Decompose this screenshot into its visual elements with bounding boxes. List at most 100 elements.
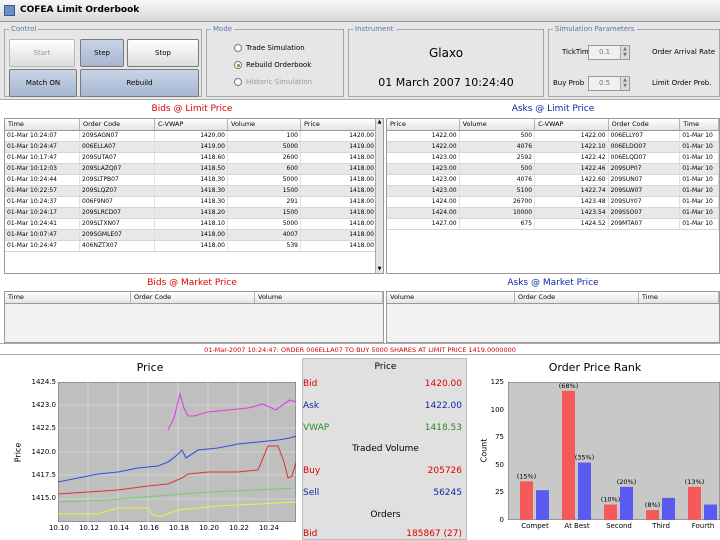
rank-bar [520, 481, 533, 520]
col-order-code[interactable]: Order Code [131, 292, 255, 303]
table-cell: 1418.00 [301, 197, 377, 207]
col-price[interactable]: Price [301, 119, 377, 130]
table-cell: 01-Mar 10:24:17 [5, 208, 80, 218]
col-volume[interactable]: Volume [460, 119, 536, 130]
stats-price-title: Price [374, 362, 397, 372]
ticktime-value: 0.1 [599, 48, 611, 56]
table-cell: 1418.30 [155, 197, 228, 207]
spinner-arrows-icon: ▲ ▼ [620, 77, 629, 90]
table-cell: 01-Mar 10 [680, 208, 719, 218]
table-row[interactable]: 1422.00 4076 1422.10 006ELDO07 01-Mar 10 [387, 142, 719, 153]
col-time[interactable]: Time [680, 119, 719, 130]
table-cell: 01-Mar 10:24:47 [5, 241, 80, 251]
col-cvwap[interactable]: C-VWAP [535, 119, 609, 130]
col-volume[interactable]: Volume [387, 292, 515, 303]
table-cell: 1427.00 [387, 219, 460, 229]
col-order-code[interactable]: Order Code [609, 119, 681, 130]
col-volume[interactable]: Volume [255, 292, 383, 303]
bids-scrollbar[interactable]: ▲ ▼ [375, 119, 383, 273]
mode-rebuild-radio[interactable]: Rebuild Orderbook [234, 61, 311, 69]
scroll-down-icon[interactable]: ▼ [377, 266, 382, 272]
asks-limit-title: Asks @ Limit Price [511, 104, 595, 114]
table-cell: 01-Mar 10 [680, 153, 719, 163]
table-cell: 209SLW07 [609, 186, 681, 196]
table-row[interactable]: 01-Mar 10:24:47 006ELLA07 1419.00 5000 1419.… [5, 142, 383, 153]
table-row[interactable]: 01-Mar 10:24:41 209SLTXN07 1418.10 5000 1418… [5, 219, 383, 230]
table-row[interactable]: 01-Mar 10:24:17 209SLRCD07 1418.20 1500 1418… [5, 208, 383, 219]
tick-label: 10.20 [198, 524, 220, 532]
table-cell: 1422.00 [535, 131, 609, 141]
asks-limit-rows: 1422.00 500 1422.00 006ELLY07 01-Mar 10 1422.… [387, 131, 719, 230]
asks-market-table[interactable]: Volume Order Code Time [386, 291, 720, 343]
step-button[interactable]: Step [80, 39, 124, 67]
table-row[interactable]: 1424.00 10000 1423.54 209SSO07 01-Mar 10 [387, 208, 719, 219]
col-time[interactable]: Time [5, 119, 80, 130]
asks-limit-table[interactable]: Price Volume C-VWAP Order Code Time 1422… [386, 118, 720, 274]
radio-trade-icon [234, 44, 242, 52]
table-row[interactable]: 1423.00 500 1422.46 209SUP07 01-Mar 10 [387, 164, 719, 175]
table-cell: 2592 [460, 153, 536, 163]
table-cell: 5000 [228, 219, 301, 229]
instrument-datetime: 01 March 2007 10:24:40 [378, 76, 514, 89]
table-cell: 1418.00 [301, 241, 377, 251]
table-row[interactable]: 1423.00 5100 1422.74 209SLW07 01-Mar 10 [387, 186, 719, 197]
table-cell: 01-Mar 10 [680, 186, 719, 196]
stats-panel: Price Bid 1420.00 Ask 1422.00 VWAP 1418.… [302, 358, 467, 540]
table-cell: 209SUP07 [609, 164, 681, 174]
window-title: COFEA Limit Orderbook [20, 5, 140, 15]
stats-vwap-label: VWAP [303, 423, 330, 433]
price-series-blue [58, 435, 296, 483]
tick-label: 1417.5 [31, 471, 57, 479]
table-cell: 01-Mar 10:24:41 [5, 219, 80, 229]
category-label: Compet [521, 522, 549, 530]
table-cell: 1418.00 [155, 230, 228, 240]
stats-orders-bid-label: Bid [303, 529, 318, 539]
instrument-group: Instrument [348, 25, 544, 97]
tick-label: 10.10 [48, 524, 70, 532]
ticktime-spinner[interactable]: 0.1 ▲ ▼ [588, 45, 630, 60]
stop-button[interactable]: Stop [127, 39, 199, 67]
table-cell: 1420.00 [155, 131, 228, 141]
col-time[interactable]: Time [639, 292, 719, 303]
table-row[interactable]: 1423.00 4076 1422.60 209SUN07 01-Mar 10 [387, 175, 719, 186]
tick-label: 100 [490, 405, 504, 414]
table-row[interactable]: 1427.00 675 1424.52 209MTA07 01-Mar 10 [387, 219, 719, 230]
control-legend: Control [11, 25, 37, 33]
table-row[interactable]: 1423.00 2592 1422.42 006ELQD07 01-Mar 10 [387, 153, 719, 164]
scroll-up-icon[interactable]: ▲ [377, 119, 382, 125]
mode-historic-radio[interactable]: Historic Simulation [234, 78, 312, 86]
table-cell: 500 [460, 131, 536, 141]
arrival-rate-label: Order Arrival Rate [652, 48, 716, 56]
table-cell: 1422.10 [535, 142, 609, 152]
table-row[interactable]: 1422.00 500 1422.00 006ELLY07 01-Mar 10 [387, 131, 719, 142]
table-row[interactable]: 01-Mar 10:22:57 209SLQZ07 1418.30 1500 1418.… [5, 186, 383, 197]
table-row[interactable]: 01-Mar 10:12:03 209SLAZQ07 1418.50 600 1418.… [5, 164, 383, 175]
table-cell: 01-Mar 10:07:47 [5, 230, 80, 240]
table-cell: 1418.20 [155, 208, 228, 218]
buyprob-spinner[interactable]: 0.5 ▲ ▼ [588, 76, 630, 91]
bids-limit-table[interactable]: Time Order Code C-VWAP Volume Price 01-M… [4, 118, 384, 274]
col-cvwap[interactable]: C-VWAP [155, 119, 228, 130]
rank-bar [578, 462, 591, 520]
table-row[interactable]: 1424.00 26700 1423.48 209SUY07 01-Mar 10 [387, 197, 719, 208]
col-price[interactable]: Price [387, 119, 460, 130]
table-row[interactable]: 01-Mar 10:07:47 209SGMLE07 1418.00 4007 1418… [5, 230, 383, 241]
col-time[interactable]: Time [5, 292, 131, 303]
table-cell: 01-Mar 10:24:07 [5, 131, 80, 141]
table-row[interactable]: 01-Mar 10:24:07 209SAGN07 1420.00 100 1420.0… [5, 131, 383, 142]
start-button[interactable]: Start [9, 39, 75, 67]
match-toggle-button[interactable]: Match ON [9, 69, 77, 97]
table-row[interactable]: 01-Mar 10:17:47 209SUTA07 1418.60 2600 1418.… [5, 153, 383, 164]
table-cell: 1418.30 [155, 175, 228, 185]
mode-trade-radio[interactable]: Trade Simulation [234, 44, 305, 52]
table-row[interactable]: 01-Mar 10:24:44 209SLTPB07 1418.30 5000 1418… [5, 175, 383, 186]
asks-market-header: Volume Order Code Time [387, 292, 719, 304]
rebuild-button[interactable]: Rebuild [80, 69, 199, 97]
table-row[interactable]: 01-Mar 10:24:37 006F9N07 1418.30 291 1418.00 [5, 197, 383, 208]
bids-market-table[interactable]: Time Order Code Volume [4, 291, 384, 343]
asks-market-title: Asks @ Market Price [507, 278, 599, 288]
col-volume[interactable]: Volume [228, 119, 301, 130]
col-order-code[interactable]: Order Code [515, 292, 639, 303]
col-order-code[interactable]: Order Code [80, 119, 155, 130]
table-row[interactable]: 01-Mar 10:24:47 406NZTX07 1418.00 539 1418.0… [5, 241, 383, 252]
